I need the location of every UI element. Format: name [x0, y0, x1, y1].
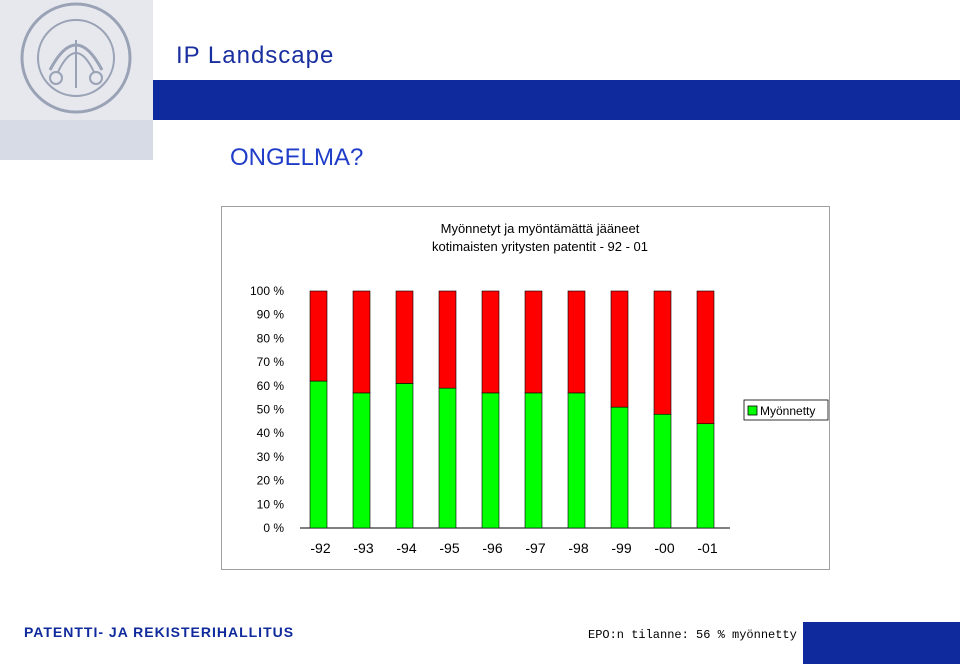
y-tick-label: 90 %: [257, 308, 285, 322]
footer-note: EPO:n tilanne: 56 % myönnetty: [588, 628, 797, 642]
y-tick-label: 0 %: [263, 521, 284, 535]
x-tick-label: -98: [568, 540, 588, 556]
bar-granted: [653, 413, 672, 529]
emblem-seal-icon: [20, 2, 132, 114]
bar-granted: [567, 392, 586, 529]
chart-title: Myönnetyt ja myöntämättä jääneet kotimai…: [380, 220, 700, 256]
chart-title-line-2: kotimaisten yritysten patentit - 92 - 01: [431, 239, 649, 254]
y-tick-label: 100 %: [250, 284, 284, 298]
bar-granted: [352, 392, 371, 529]
y-tick-label: 20 %: [257, 474, 285, 488]
bar-granted: [309, 380, 328, 529]
bar-rejected: [653, 290, 672, 415]
x-tick-label: -93: [353, 540, 373, 556]
bar-granted: [610, 406, 629, 529]
header-blue-band: [153, 80, 960, 120]
bar-rejected: [696, 290, 715, 425]
y-tick-label: 70 %: [257, 355, 285, 369]
legend-label-granted: Myönnetty: [760, 404, 815, 418]
slide-heading: ONGELMA?: [230, 144, 364, 171]
bar-rejected: [438, 290, 457, 389]
y-tick-label: 80 %: [257, 331, 285, 345]
bar-rejected: [524, 290, 543, 394]
bar-rejected: [309, 290, 328, 382]
bar-rejected: [481, 290, 500, 394]
bar-granted: [395, 383, 414, 529]
bar-rejected: [610, 290, 629, 408]
y-tick-label: 50 %: [257, 403, 285, 417]
y-tick-label: 40 %: [257, 426, 285, 440]
header-band: [153, 0, 960, 80]
bar-rejected: [567, 290, 586, 394]
x-tick-label: -96: [482, 540, 502, 556]
x-tick-label: -99: [611, 540, 631, 556]
app-title: IP Landscape: [176, 42, 335, 69]
footer-org-name: PATENTTI- JA REKISTERIHALLITUS: [24, 624, 295, 640]
y-tick-label: 60 %: [257, 379, 285, 393]
header-grey-band: [0, 120, 153, 160]
x-tick-label: -00: [654, 540, 674, 556]
chart-title-line-1: Myönnetyt ja myöntämättä jääneet: [440, 221, 640, 236]
y-tick-label: 30 %: [257, 450, 285, 464]
bar-rejected: [395, 290, 414, 384]
x-tick-label: -97: [525, 540, 545, 556]
bar-rejected: [352, 290, 371, 394]
x-tick-label: -92: [310, 540, 330, 556]
x-tick-label: -95: [439, 540, 459, 556]
footer-blue-block: [803, 622, 960, 664]
legend-box: [743, 399, 829, 421]
y-tick-label: 10 %: [257, 497, 285, 511]
bar-granted: [696, 423, 715, 529]
bar-granted: [481, 392, 500, 529]
x-tick-label: -94: [396, 540, 416, 556]
x-tick-label: -01: [697, 540, 717, 556]
bar-granted: [438, 387, 457, 529]
legend-swatch-granted: [747, 405, 758, 416]
bar-granted: [524, 392, 543, 529]
